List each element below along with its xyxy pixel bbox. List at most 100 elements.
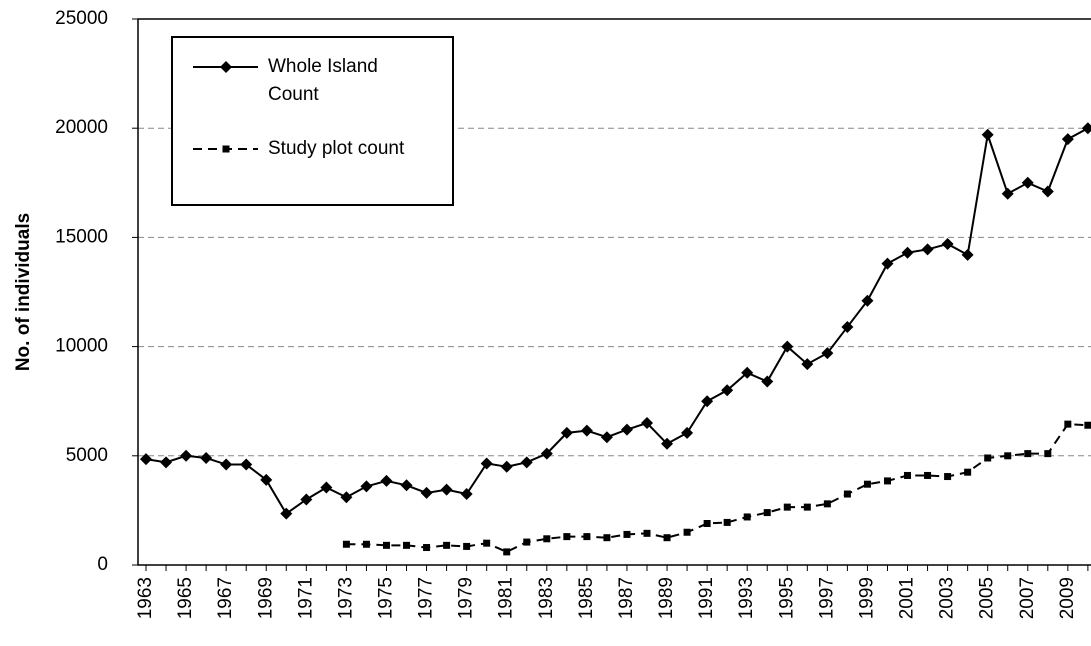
series-line (346, 423, 1088, 553)
x-tick-label: 1965 (175, 577, 196, 619)
data-point (881, 257, 894, 270)
data-point (944, 473, 952, 481)
data-point (904, 471, 912, 479)
x-tick-label: 1967 (215, 577, 236, 619)
data-point (863, 480, 871, 488)
y-tick-label: 0 (97, 554, 108, 575)
data-point (981, 128, 994, 141)
x-tick-label: 1979 (456, 577, 477, 619)
y-axis-label: No. of individuals (13, 213, 34, 371)
data-point (600, 431, 613, 444)
data-point (523, 538, 531, 546)
data-point (641, 417, 653, 430)
data-point (342, 540, 350, 548)
data-point (761, 375, 774, 388)
legend-label-line: Whole Island (268, 56, 378, 77)
data-point (703, 520, 711, 528)
data-point (743, 513, 751, 521)
data-point (821, 347, 834, 360)
data-point (460, 488, 473, 501)
data-point (443, 541, 451, 549)
data-point (240, 458, 253, 471)
data-point (681, 426, 694, 439)
data-point (403, 541, 411, 549)
data-point (803, 503, 811, 511)
data-point (924, 471, 932, 479)
y-tick-label: 25000 (55, 8, 108, 29)
data-point (420, 486, 433, 499)
data-point (300, 493, 313, 506)
legend-marker (222, 145, 230, 153)
x-tick-label: 1963 (135, 577, 156, 619)
data-point (160, 456, 173, 469)
x-tick-label: 1985 (576, 577, 597, 619)
x-tick-label: 1995 (776, 577, 797, 619)
x-tick-label: 1969 (255, 577, 276, 619)
data-point (964, 468, 972, 476)
legend-label: Study plot count (268, 138, 405, 159)
x-tick-label: 1999 (856, 577, 877, 619)
legend-label: Whole Island Count (268, 56, 378, 105)
x-tick-label: 2009 (1057, 577, 1078, 619)
data-point (280, 507, 293, 520)
data-point (941, 237, 954, 250)
y-tick-label: 20000 (55, 117, 108, 138)
data-point (901, 246, 914, 259)
data-point (883, 477, 891, 485)
data-point (1084, 421, 1091, 429)
x-tick-label: 1971 (295, 577, 316, 619)
data-point (362, 540, 370, 548)
data-point (701, 395, 714, 408)
data-point (1064, 420, 1072, 428)
data-point (1004, 452, 1012, 460)
data-point (921, 243, 934, 256)
legend-box (171, 36, 454, 206)
data-point (463, 542, 471, 550)
data-point (1024, 450, 1032, 458)
x-tick-label: 1977 (416, 577, 437, 619)
data-point (763, 509, 771, 517)
data-point (380, 474, 393, 487)
data-point (520, 456, 533, 469)
x-tick-label: 1989 (656, 577, 677, 619)
data-point (543, 535, 551, 543)
data-point (801, 358, 814, 371)
data-point (1061, 133, 1074, 146)
x-tick-label: 1975 (375, 577, 396, 619)
x-tick-label: 1983 (536, 577, 557, 619)
y-tick-label: 15000 (55, 226, 108, 247)
data-point (200, 451, 213, 464)
data-point (741, 366, 754, 379)
data-point (360, 480, 373, 493)
data-point (400, 479, 413, 492)
data-point (480, 457, 493, 470)
data-point (503, 548, 511, 556)
data-point (620, 423, 633, 436)
data-point (661, 437, 674, 450)
data-point (783, 503, 791, 511)
x-tick-label: 1997 (816, 577, 837, 619)
data-point (540, 447, 553, 460)
data-point (500, 460, 513, 473)
data-point (563, 533, 571, 541)
y-tick-label: 5000 (66, 445, 108, 466)
data-point (683, 528, 691, 536)
data-point (1081, 122, 1091, 135)
data-point (823, 500, 831, 508)
data-point (583, 533, 591, 541)
data-point (843, 490, 851, 498)
data-point (643, 529, 651, 537)
x-tick-label: 1981 (496, 577, 517, 619)
data-point (984, 454, 992, 462)
data-point (220, 458, 233, 471)
data-point (440, 483, 453, 496)
x-tick-label: 2005 (977, 577, 998, 619)
x-tick-label: 2007 (1017, 577, 1038, 619)
x-tick-label: 1987 (616, 577, 637, 619)
data-point (483, 539, 491, 547)
x-tick-label: 1993 (736, 577, 757, 619)
data-point (1001, 187, 1014, 200)
plot-frame (137, 18, 1091, 566)
data-point (260, 473, 273, 486)
data-point (180, 449, 193, 462)
